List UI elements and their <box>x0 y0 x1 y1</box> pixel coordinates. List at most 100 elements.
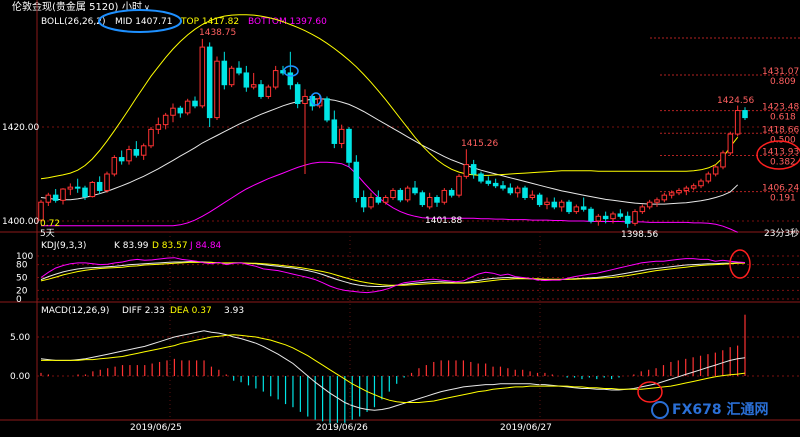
candle-body <box>148 128 154 147</box>
boll-mid-value: MID 1407.71 <box>115 17 172 27</box>
fib-value: 1418.66 <box>762 125 799 135</box>
candle-body <box>265 86 272 97</box>
macd-dea-value: DEA 0.37 <box>170 306 212 316</box>
candle-body <box>536 194 543 206</box>
candle-body <box>610 213 616 220</box>
candle-body <box>258 84 264 97</box>
candle-body <box>375 197 382 203</box>
candle-body <box>544 201 550 206</box>
candle-body <box>617 213 624 217</box>
candle-body <box>243 72 250 88</box>
candle-body <box>412 187 418 194</box>
kdj-tick: 80 <box>16 261 28 271</box>
candle-body <box>228 67 235 86</box>
boll-top-value: TOP 1417.82 <box>180 17 239 27</box>
candle-body <box>522 187 528 199</box>
candle-body <box>302 95 308 104</box>
candles <box>38 38 748 228</box>
annotation-circle <box>729 249 751 279</box>
candle-body <box>287 72 294 86</box>
fib-ratio: 0.809 <box>770 77 796 87</box>
fib-value: 1431.07 <box>762 67 799 77</box>
candle-body <box>96 181 103 191</box>
candle-body <box>668 192 675 196</box>
candle-body <box>192 100 198 107</box>
candle-body <box>441 189 448 203</box>
macd-hist-value: 3.93 <box>224 306 244 316</box>
candle-body <box>602 215 609 220</box>
date-label: 2019/06/27 <box>500 423 552 433</box>
candle-body <box>434 197 440 203</box>
candle-body <box>140 145 147 156</box>
fib-ratio: 0.618 <box>770 113 796 123</box>
fibonacci-levels: 1431.070.809 1423.480.618 1418.660.500 1413… <box>650 37 800 204</box>
candle-body <box>734 110 741 135</box>
candle-body <box>727 133 734 154</box>
candle-body <box>712 166 719 175</box>
high-annotation: 1438.75 <box>199 28 236 38</box>
high-annotation: 1415.26 <box>461 139 498 149</box>
candle-body <box>74 186 81 189</box>
boll-bottom-value: BOTTOM 1397.60 <box>248 17 327 27</box>
macd-header: MACD(12,26,9) DIFF 2.33 DEA 0.37 3.93 <box>41 306 244 316</box>
candle-body <box>236 67 242 74</box>
kdj-lines <box>40 257 746 294</box>
timeframe-label: 5天 <box>40 229 55 239</box>
candle-body <box>646 201 653 208</box>
candle-body <box>221 60 228 86</box>
symbol-title: 伦敦金现(贵金属 5120) <box>12 0 119 13</box>
boll-label: BOLL(26,26,2) <box>41 17 106 27</box>
kdj-tick: 50 <box>16 274 28 284</box>
candle-body <box>558 201 565 208</box>
candle-body <box>214 60 220 119</box>
candle-body <box>294 84 301 104</box>
kdj-tick: 20 <box>16 286 28 296</box>
macd-tick: 0.00 <box>10 372 30 382</box>
candle-body <box>309 95 316 107</box>
candle-body <box>698 180 704 187</box>
candle-body <box>426 197 433 208</box>
candle-body <box>331 119 338 144</box>
price-tick: 1420.00 <box>2 123 39 133</box>
kdj-j-line <box>40 257 746 294</box>
boll-mid-line <box>40 98 739 205</box>
kdj-label: KDJ(9,3,3) <box>41 241 86 251</box>
candle-body <box>588 208 594 222</box>
candle-body <box>89 181 96 198</box>
watermark: FX678 汇通网 <box>651 401 768 419</box>
candle-body <box>250 84 257 88</box>
candle-body <box>155 124 162 130</box>
candle-body <box>624 215 631 224</box>
candle-body <box>52 194 59 201</box>
candle-body <box>353 161 360 198</box>
annotation-circle <box>756 140 800 170</box>
boll-lines <box>40 14 739 233</box>
candle-body <box>338 128 345 144</box>
macd-lines <box>40 330 746 411</box>
candle-body <box>705 173 712 182</box>
candle-body <box>38 201 44 221</box>
annotation-circle <box>283 65 299 77</box>
kdj-header: KDJ(9,3,3) K 83.99 D 83.57 J 84.84 <box>41 241 222 251</box>
macd-tick: 5.00 <box>10 333 30 343</box>
candle-body <box>272 70 279 88</box>
chevron-down-icon[interactable]: ∨ <box>144 3 150 12</box>
candle-body <box>551 201 558 208</box>
candle-body <box>478 173 484 182</box>
candle-body <box>111 157 118 175</box>
candle-body <box>463 164 470 177</box>
kdj-tick: 100 <box>16 252 33 262</box>
boll-header: BOLL(26,26,2) MID 1407.71 TOP 1417.82 BO… <box>41 9 327 33</box>
candle-body <box>324 98 330 121</box>
candle-body <box>492 182 499 187</box>
fib-ratio: 0.191 <box>770 194 796 204</box>
candle-body <box>742 110 748 119</box>
candle-body <box>360 197 367 208</box>
candle-body <box>720 152 726 168</box>
candle-body <box>419 192 426 206</box>
macd-label: MACD(12,26,9) <box>41 306 109 316</box>
kdj-tick: 0 <box>16 295 22 305</box>
